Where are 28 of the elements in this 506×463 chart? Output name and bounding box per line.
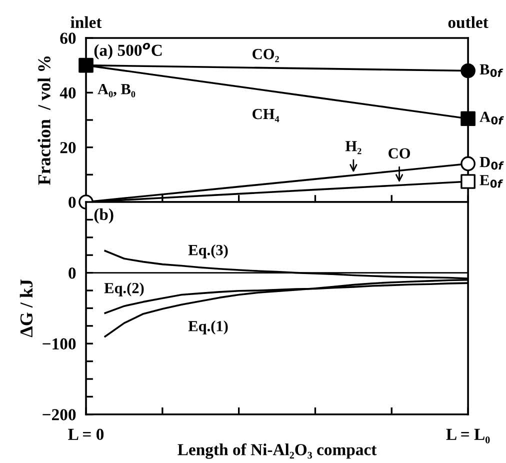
series-label: CO₂ [252,48,279,62]
series-label: Eq.(2) [104,282,144,296]
y-tick-label: 0 [68,268,76,279]
text: E$_{0f}$ [480,175,504,188]
y-axis-title: ΔG / kJ [20,279,33,338]
y-axis-title: Fraction / vol % [38,56,50,185]
x-axis-title: Length of Ni-Al₂O₃ compact [178,443,377,459]
series-label: Eq.(1) [188,320,228,334]
text: outlet [448,16,488,28]
y-tick-label: −200 [42,409,76,420]
y-tick-label: 20 [60,142,76,154]
series-label: CO [388,148,410,158]
y-tick-label: 40 [60,87,76,99]
series-label: CH₄ [252,108,280,122]
text: D$_{0f}$ [480,157,504,170]
series-label: H₂ [345,141,362,154]
y-tick-label: −100 [42,338,76,350]
x-tick-label: L = 0 [68,428,104,440]
text: inlet [70,16,102,28]
y-tick-label: 60 [60,32,76,44]
text: A$_{0f}$ [480,112,504,125]
annotation: (a) 500$^{o}$C [94,42,162,60]
annotation: (b) [94,208,114,224]
annotation: A₀, B₀ [98,84,136,98]
y-tick-label: 0 [68,196,76,208]
x-tick-label: L = L₀ [446,428,490,444]
series-label: Eq.(3) [188,244,228,258]
text: B$_{0f}$ [480,64,504,78]
